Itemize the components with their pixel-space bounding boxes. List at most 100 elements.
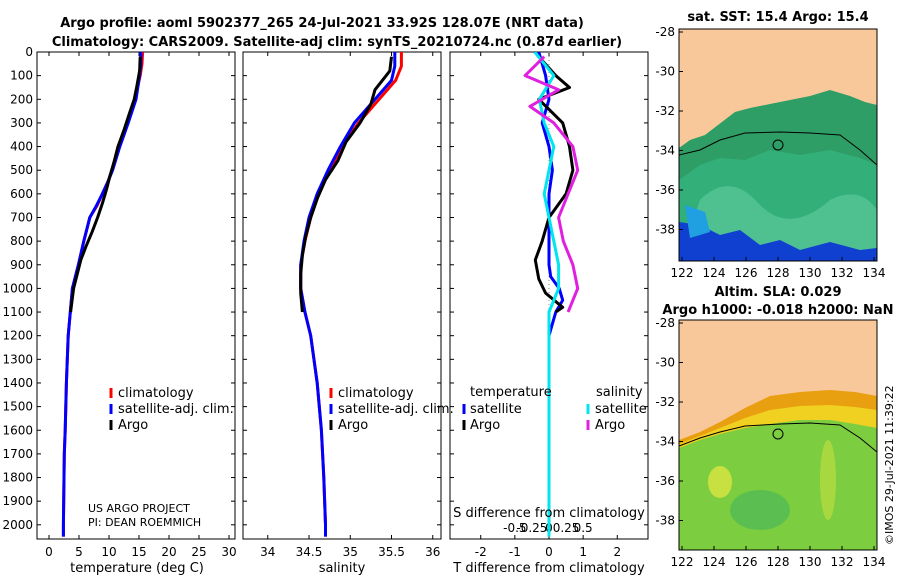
x-tick-label: 25 [191, 545, 206, 559]
depth-tick-label: 1900 [2, 494, 33, 508]
x-tick-label: 5 [75, 545, 83, 559]
sla-map-title-line1: Altim. SLA: 0.029 [715, 285, 842, 300]
legend-climatology-label: climatology [118, 386, 194, 401]
depth-tick-label: 300 [10, 116, 33, 130]
legend-t-argo-label: Argo [470, 418, 500, 433]
temperature-panel: 0 100 200 300 400 500 600 700 800 900 1000 1100 1200… [2, 45, 236, 576]
x-tick-label: 0 [545, 545, 553, 559]
x-tick-label: -2 [475, 545, 487, 559]
x-tick-label: 15 [131, 545, 146, 559]
map-lon-label: 128 [767, 555, 790, 569]
map-lon-label: 130 [799, 555, 822, 569]
legend-temperature-title: temperature [470, 385, 552, 400]
temperature-legend: climatology satellite-adj. clim. Argo [109, 386, 234, 433]
x-tick-label: 35.5 [378, 545, 405, 559]
map-lon-label: 132 [831, 555, 854, 569]
difference-lines [523, 52, 580, 537]
imos-credit: ©IMOS 29-Jul-2021 11:39:22 [883, 385, 896, 545]
series-salinity-satellite [533, 52, 561, 537]
map-lon-label: 134 [863, 555, 886, 569]
map-lat-label: -28 [655, 316, 675, 330]
x-tick-label: 1 [579, 545, 587, 559]
series-temperature-satellite [537, 52, 565, 537]
difference-legend: temperature salinity satellite Argo sate… [462, 385, 647, 433]
depth-tick-label: 2000 [2, 518, 33, 532]
map-lon-label: 122 [671, 555, 694, 569]
sst-map: sat. SST: 15.4 Argo: 15.4 122 124 126 128 13… [655, 10, 885, 280]
x-tick-label: 34.5 [296, 545, 323, 559]
s-tick-label: -0.5 [503, 521, 526, 535]
x-tick-label: 2 [613, 545, 621, 559]
x-tick-label: 35 [343, 545, 358, 559]
depth-tick-label: 400 [10, 140, 33, 154]
pi-label: PI: DEAN ROEMMICH [88, 516, 201, 529]
depth-tick-label: 1100 [2, 305, 33, 319]
legend-salinity-title: salinity [596, 385, 643, 400]
salinity-panel: 34 34.5 35 35.5 36 salinity climatology sate… [242, 51, 454, 576]
sla-contour [679, 422, 877, 453]
x-tick-label: 0 [45, 545, 53, 559]
legend-t-satellite-label: satellite [470, 402, 522, 417]
map-lat-label: -36 [655, 474, 675, 488]
x-tick-label: 30 [221, 545, 236, 559]
legend-s-satellite-label: satellite [595, 402, 647, 417]
sla-negative-eddy [730, 490, 790, 530]
map-lat-label: -36 [655, 183, 675, 197]
x-tick-label: 20 [161, 545, 176, 559]
map-lon-label: 132 [831, 266, 854, 280]
depth-tick-label: 900 [10, 258, 33, 272]
depth-tick-label: 200 [10, 92, 33, 106]
depth-tick-label: 1000 [2, 281, 33, 295]
s-tick-label: 0.5 [574, 521, 593, 535]
depth-tick-label: 1700 [2, 447, 33, 461]
x-tick-label: 36 [425, 545, 440, 559]
sla-map-title-line2: Argo h1000: -0.018 h2000: NaN [662, 303, 893, 318]
series-argo [69, 56, 142, 313]
map-lon-label: 126 [735, 266, 758, 280]
map-lon-label: 126 [735, 555, 758, 569]
series-satellite-adj-clim- [61, 52, 143, 537]
legend-argo-label: Argo [118, 418, 148, 433]
argo-location-marker [772, 139, 784, 151]
salinity-x-ticks: 34 34.5 35 35.5 36 [260, 52, 440, 559]
depth-tick-label: 1200 [2, 329, 33, 343]
s-tick-label: 0.25 [553, 521, 580, 535]
map-lon-label: 134 [863, 266, 886, 280]
map-lat-label: -30 [655, 356, 675, 370]
title-line2: Climatology: CARS2009. Satellite-adj cli… [52, 35, 622, 50]
depth-tick-label: 600 [10, 187, 33, 201]
depth-ticks: 0 100 200 300 400 500 600 700 800 900 1000 1100 1200… [2, 45, 235, 532]
x-tick-label: 10 [101, 545, 116, 559]
s-difference-label: S difference from climatology [453, 506, 645, 521]
depth-tick-label: 800 [10, 234, 33, 248]
temperature-lines [61, 52, 145, 537]
salinity-lines [299, 52, 403, 537]
sst-map-ticks: 122 124 126 128 130 132 134 -28 -30 -32 -34 -36 -38 [655, 25, 885, 280]
series-climatology [299, 52, 403, 537]
series-salinity-argo [523, 55, 580, 313]
series-satellite-adj-clim- [299, 52, 397, 537]
legend-argo-label: Argo [338, 418, 368, 433]
project-label: US ARGO PROJECT [88, 502, 190, 515]
argo-location-marker [772, 428, 784, 440]
legend-climatology-label: climatology [338, 386, 414, 401]
title-line1: Argo profile: aoml 5902377_265 24-Jul-20… [60, 16, 584, 31]
depth-tick-label: 100 [10, 69, 33, 83]
map-lat-label: -34 [655, 144, 675, 158]
map-lon-label: 124 [703, 555, 726, 569]
sla-map-ticks: 122 124 126 128 130 132 134 -28 -30 -32 -34 -36 -38 [655, 316, 885, 569]
map-lat-label: -32 [655, 395, 675, 409]
map-lon-label: 128 [767, 266, 790, 280]
s-tick-label: -0.25 [516, 521, 547, 535]
sst-map-title: sat. SST: 15.4 Argo: 15.4 [687, 10, 868, 25]
map-lat-label: -34 [655, 435, 675, 449]
series-climatology [61, 52, 145, 537]
map-lat-label: -32 [655, 104, 675, 118]
salinity-legend: climatology satellite-adj. clim. Argo [329, 386, 454, 433]
depth-tick-label: 700 [10, 210, 33, 224]
depth-tick-label: 500 [10, 163, 33, 177]
depth-tick-label: 1300 [2, 352, 33, 366]
salinity-xlabel: salinity [319, 561, 366, 576]
